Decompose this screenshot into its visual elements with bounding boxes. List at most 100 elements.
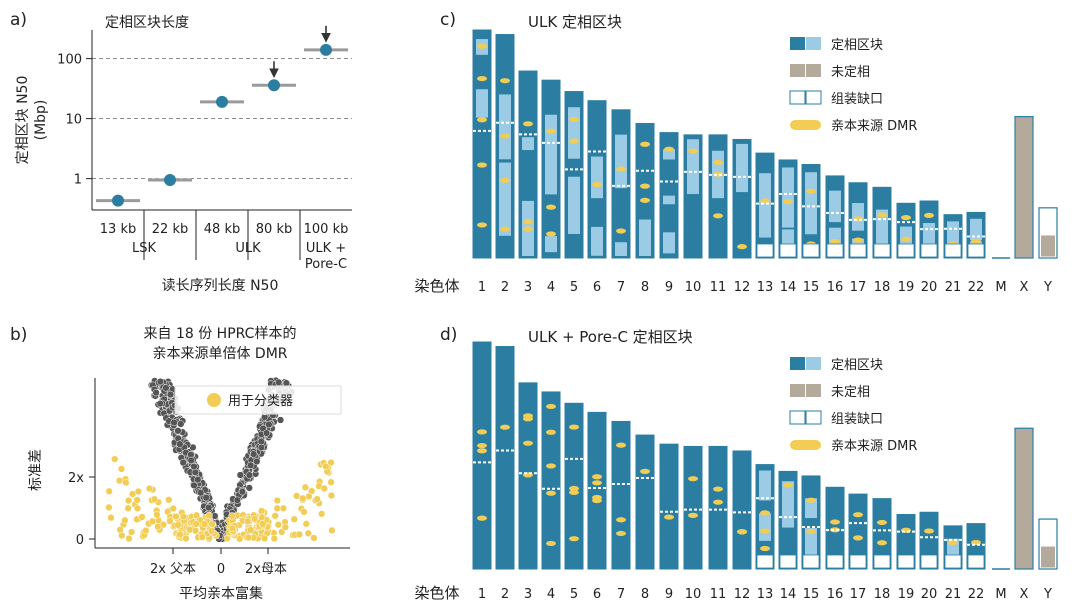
panel-d-xtick-10: 10 <box>685 587 702 602</box>
panel-c-chr-11-dmr-2 <box>713 159 723 165</box>
panel-a-group-2-line2: Pore-C <box>305 257 347 272</box>
panel-c-chr-8-dmr-0 <box>640 197 650 203</box>
panel-b-point-gold-191 <box>271 512 279 520</box>
panel-d-legend-label-2: 组装缺口 <box>831 412 883 427</box>
panel-c-legend-swatch-2-a <box>789 90 806 105</box>
panel-b-legend-box <box>174 385 342 415</box>
panel-c-chr-3-dmr-1 <box>523 226 533 232</box>
panel-c-title: ULK 定相区块 <box>528 13 622 31</box>
panel-c-chr-14-gap <box>779 243 797 258</box>
panel-b-title-line2: 亲本来源单倍体 DMR <box>152 346 287 362</box>
panel-d-chr-11-body <box>708 445 728 570</box>
panel-d-chr-5 <box>564 402 584 570</box>
panel-c-xtick-2: 2 <box>501 280 509 295</box>
panel-d-chr-20-gap <box>920 554 938 569</box>
panel-c-chr-3-dmr-2 <box>523 121 533 127</box>
panel-a-ytick-2: 100 <box>57 53 82 68</box>
panel-c-xtick-M: M <box>995 280 1006 295</box>
panel-d-xtick-Y: Y <box>1043 587 1052 602</box>
panel-b-point-gold-232 <box>244 517 252 525</box>
panel-d-chr-18-dmr-1 <box>877 540 887 546</box>
panel-c-chr-21 <box>943 214 963 259</box>
panel-a-group-0: LSK <box>132 241 156 256</box>
panel-d-chr-12 <box>732 450 752 570</box>
panel-d-legend-label-1: 未定相 <box>831 385 870 400</box>
panel-b-point-gold-23 <box>327 478 335 486</box>
panel-b-xtick-2: 2x母本 <box>245 562 287 577</box>
panel-b-point-gold-238 <box>322 462 330 471</box>
panel-d-chr-16-gap <box>826 554 844 569</box>
panel-c-chr-2-dmr-1 <box>500 78 510 84</box>
panel-c-chr-13-gap <box>756 243 774 258</box>
panel-b-point-gold-25 <box>327 458 335 467</box>
panel-d-chr-15-gap <box>802 554 820 569</box>
panel-d-chr-18-dmr-0 <box>877 519 887 526</box>
panel-b-point-gold-173 <box>290 515 298 523</box>
panel-d-xtick-6: 6 <box>593 587 601 602</box>
panel-d-chr-11-dmr-1 <box>713 499 723 505</box>
panel-d-xtick-19: 19 <box>898 587 915 602</box>
panel-a-point-0 <box>112 194 124 207</box>
panel-c-xticks: 1 2 3 4 5 6 7 8 9 10 11 12 13 14 15 16 17 18 19 20 21 22 M X Y <box>478 280 1052 295</box>
panel-d-chr-4-dmr-0 <box>546 429 556 435</box>
panel-b-point-grey-480 <box>177 420 185 428</box>
panel-b-point-grey-482 <box>176 440 184 448</box>
panel-c-chr-19-dmr-0 <box>901 236 911 242</box>
panel-d-chr-15-dmr-1 <box>806 497 816 503</box>
panel-d-xtick-7: 7 <box>617 587 625 602</box>
panel-a-grid <box>92 58 352 180</box>
panel-b-chart: 来自 18 份 HPRC样本的 亲本来源单倍体 DMR 标准差 0 2x 2x … <box>28 326 350 602</box>
panel-b-point-gold-182 <box>208 520 216 528</box>
panel-d-chr-12-body <box>732 450 752 570</box>
panel-c-chr-Y-unphased <box>1041 235 1055 257</box>
panel-d-chr-21-dmr-0 <box>948 539 958 546</box>
panel-c-chr-6-light-2 <box>591 156 603 196</box>
panel-b-point-gold-209 <box>124 504 132 512</box>
panel-d-chr-10-dmr-1 <box>688 512 698 518</box>
panel-b-point-gold-233 <box>176 530 184 539</box>
panel-b-point-gold-189 <box>295 530 304 539</box>
panel-b-ytick-1: 2x <box>68 471 84 486</box>
panel-b-point-gold-18 <box>127 528 136 536</box>
panel-b-point-gold-186 <box>192 520 200 528</box>
panel-b-point-gold-234 <box>260 534 269 543</box>
panel-b-point-grey-501 <box>205 503 213 512</box>
panel-d-legend-swatch-2-b <box>805 410 822 425</box>
panel-d-chr-17 <box>848 493 868 570</box>
panel-c-chr-13-light-3 <box>759 195 771 238</box>
panel-c-xtick-14: 14 <box>780 280 797 295</box>
panel-a-ytick-0: 1 <box>74 173 82 188</box>
panel-c-chr-9-light-0 <box>663 149 675 160</box>
panel-c-chr-14-light-2 <box>782 167 794 201</box>
panel-c-chr-3 <box>518 70 538 259</box>
panel-d-chr-15-light-2 <box>805 527 817 558</box>
panel-b-point-grey-519 <box>156 399 164 408</box>
panel-c-chr-10 <box>683 134 703 259</box>
panel-c-chr-1 <box>472 29 492 259</box>
panel-c-chr-9 <box>659 132 679 259</box>
panel-d-chr-7-dmr-1 <box>616 442 626 448</box>
panel-d-chr-16-dmr-1 <box>830 519 840 525</box>
panel-a-chart: 定相区块长度 定相区块 N50 (Mbp) 1 10 100 13 kb 22 kb 4… <box>15 15 352 294</box>
panel-c-xtick-8: 8 <box>641 280 649 295</box>
panel-c-chr-14 <box>778 159 798 259</box>
panel-b-xlabel: 平均亲本富集 <box>179 585 263 602</box>
panel-c-chr-4-light-2 <box>545 114 557 162</box>
panel-b-xtick-1: 0 <box>217 562 225 577</box>
panel-label-c: c) <box>440 10 456 30</box>
panel-b-point-gold-133 <box>154 523 162 531</box>
panel-c-chr-4 <box>541 79 561 259</box>
panel-b-point-gold-239 <box>133 504 142 513</box>
panel-d-chr-4-dmr-4 <box>546 403 556 410</box>
panel-b-point-gold-181 <box>207 527 216 535</box>
panel-a-xcat-4: 100 kb <box>304 222 349 237</box>
panel-b-point-gold-216 <box>228 524 237 533</box>
panel-b-point-grey-510 <box>187 456 195 465</box>
panel-c-chr-3-light-2 <box>522 137 534 151</box>
panel-d-chr-15-dmr-0 <box>806 528 816 535</box>
panel-b-point-grey-457 <box>174 427 182 435</box>
panel-c-chr-4-dmr-1 <box>546 231 556 237</box>
panel-b-ylabel: 标准差 <box>28 449 44 491</box>
panel-b-point-gold-222 <box>105 487 113 495</box>
panel-d-xtick-22: 22 <box>968 587 985 602</box>
